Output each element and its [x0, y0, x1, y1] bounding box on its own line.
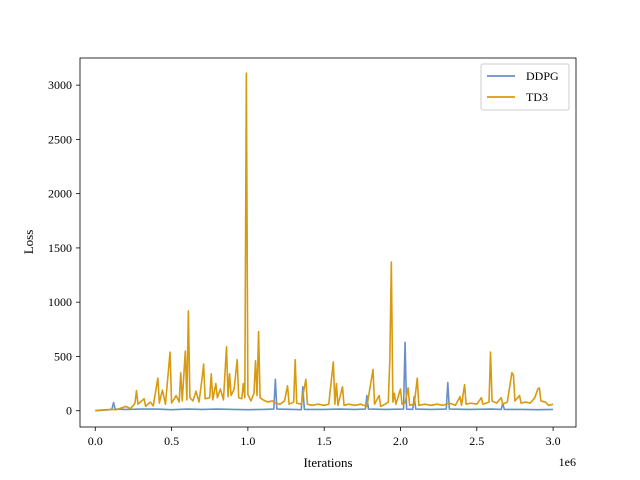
x-axis: 0.0 0.5 1.0 1.5 2.0 2.5 3.0	[88, 427, 561, 448]
legend-label-td3: TD3	[526, 90, 548, 104]
legend-label-ddpg: DDPG	[526, 69, 559, 83]
series-layer	[95, 72, 554, 412]
plot-frame	[79, 57, 577, 428]
x-tick-label: 3.0	[546, 434, 561, 448]
x-tick-label: 1.0	[240, 434, 255, 448]
y-tick-label: 0	[66, 404, 72, 418]
y-axis: 0 500 1000 1500 2000 2500 3000	[48, 78, 80, 418]
y-tick-label: 3000	[48, 78, 72, 92]
y-tick-label: 2500	[48, 132, 72, 146]
series-line-ddpg	[95, 341, 554, 412]
series-line-td3	[95, 72, 554, 412]
x-tick-label: 2.5	[469, 434, 484, 448]
legend: DDPG TD3	[480, 63, 570, 111]
x-offset-label: 1e6	[559, 455, 576, 469]
x-tick-label: 1.5	[317, 434, 332, 448]
plot-area	[80, 58, 576, 427]
y-tick-label: 2000	[48, 187, 72, 201]
y-tick-label: 1000	[48, 295, 72, 309]
x-tick-label: 2.0	[393, 434, 408, 448]
y-axis-label: Loss	[21, 230, 36, 255]
y-tick-label: 1500	[48, 241, 72, 255]
x-tick-label: 0.0	[88, 434, 103, 448]
y-tick-label: 500	[54, 349, 72, 363]
x-tick-label: 0.5	[164, 434, 179, 448]
x-axis-label: Iterations	[303, 455, 352, 470]
